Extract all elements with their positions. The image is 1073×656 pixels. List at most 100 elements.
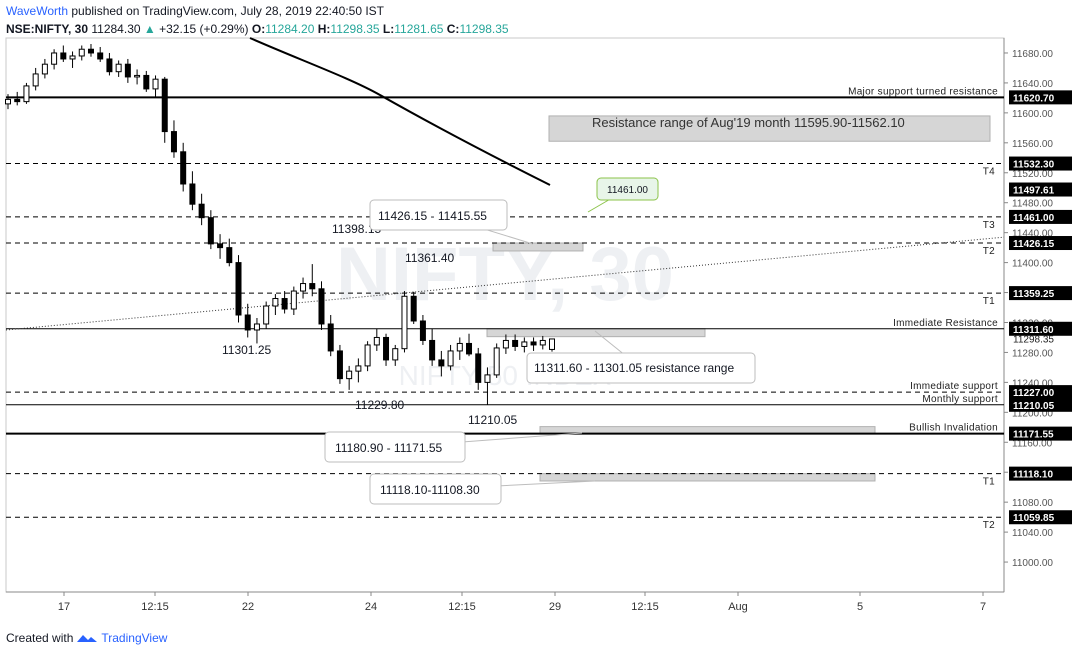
price-change: +32.15 (+0.29%) <box>159 22 249 36</box>
price-zone <box>539 426 876 435</box>
level-price-tag <box>1009 321 1072 336</box>
trend-line <box>5 236 1005 331</box>
candle-body <box>60 52 67 60</box>
candle-body <box>475 353 482 383</box>
candle-body <box>152 78 159 90</box>
ohlc-legend: NSE:NIFTY, 30 11284.30 ▲ +32.15 (+0.29%)… <box>6 22 509 37</box>
close-label: C: <box>446 22 460 36</box>
author-name[interactable]: WaveWorth <box>6 4 69 18</box>
callout-text: 11180.90 - 11171.55 <box>335 441 443 455</box>
level-label: Immediate Resistance <box>893 318 998 329</box>
candle-body <box>493 347 500 376</box>
current-price-label: 11298.35 <box>1013 335 1054 346</box>
level-price-value: 11497.61 <box>1013 186 1055 197</box>
level-price-value: 11311.60 <box>1013 325 1054 336</box>
candle-body <box>124 63 131 78</box>
close-value: 11298.35 <box>459 22 509 36</box>
candle-body <box>180 151 187 185</box>
candle-body <box>466 342 473 355</box>
level-label: T3 <box>983 220 995 231</box>
level-price-tag <box>1009 286 1072 301</box>
candle-body <box>549 338 555 350</box>
level-price-tag <box>1009 156 1072 171</box>
x-tick-label: 29 <box>549 601 561 613</box>
candle-body <box>189 183 196 205</box>
price-zone <box>492 242 584 252</box>
resistance-range-text: Resistance range of Aug'19 month 11595.9… <box>592 115 905 130</box>
level-price-value: 11532.30 <box>1013 160 1055 171</box>
level-price-tag <box>1009 209 1072 224</box>
level-label: T1 <box>983 296 995 307</box>
level-price-value: 11118.10 <box>1013 470 1053 481</box>
candle-body <box>226 247 233 264</box>
price-zone <box>539 473 876 482</box>
candle-body <box>51 52 58 65</box>
y-tick-label: 11520.00 <box>1012 169 1053 180</box>
footer: Created with TradingView <box>6 631 167 645</box>
symbol-label[interactable]: NSE:NIFTY, 30 <box>6 22 89 36</box>
candle-body <box>235 262 242 316</box>
level-price-tag <box>1009 182 1072 197</box>
y-tick-label: 11440.00 <box>1012 229 1053 240</box>
x-tick-label: 17 <box>58 601 70 613</box>
swing-price-label: 11210.05 <box>468 413 517 427</box>
candle-body <box>115 63 122 73</box>
low-value: 11281.65 <box>394 22 444 36</box>
level-price-value: 11426.15 <box>1013 239 1055 250</box>
candle-body <box>392 348 399 361</box>
level-label: Bullish Invalidation <box>909 423 998 434</box>
x-tick-label: 24 <box>365 601 377 613</box>
y-tick-label: 11680.00 <box>1012 49 1053 60</box>
candle-body <box>78 48 85 57</box>
candle-body <box>69 55 76 60</box>
created-with-label: Created with <box>6 631 74 645</box>
y-tick-label: 11600.00 <box>1012 109 1053 120</box>
y-tick-label: 11240.00 <box>1012 378 1053 389</box>
candle-body <box>207 217 214 245</box>
callout-text: 11118.10-11108.30 <box>380 483 480 497</box>
candle-body <box>143 74 150 90</box>
x-tick-label: 12:15 <box>448 601 476 613</box>
swing-price-label: 11229.80 <box>355 398 404 412</box>
callout-zone-bullish: 11180.90 - 11171.55 <box>324 431 583 463</box>
open-label: O: <box>251 22 266 36</box>
high-label: H: <box>317 22 331 36</box>
candle-body <box>419 320 426 341</box>
candle-body <box>253 323 260 331</box>
candle-body <box>41 63 48 75</box>
x-tick-label: 12:15 <box>141 601 169 613</box>
level-label: T2 <box>983 246 995 257</box>
x-tick-label: 12:15 <box>631 601 659 613</box>
callout-zone-t1: 11118.10-11108.30 <box>369 473 596 505</box>
level-price-value: 11227.00 <box>1013 388 1055 399</box>
price-zone <box>486 328 706 338</box>
level-label: Monthly support <box>922 394 998 405</box>
candle-body <box>539 339 546 346</box>
callout-box <box>324 431 466 463</box>
candle-body <box>5 98 11 105</box>
y-tick-label: 11160.00 <box>1012 438 1053 449</box>
high-value: 11298.35 <box>330 22 380 36</box>
candle-body <box>198 203 205 219</box>
callout-text: 11461.00 <box>607 185 648 196</box>
candle-body <box>309 283 316 290</box>
swing-price-label: 11361.40 <box>405 251 454 265</box>
candle-body <box>484 374 491 383</box>
price-zone <box>548 115 991 142</box>
y-tick-label: 11640.00 <box>1012 79 1053 90</box>
callout-text: 11311.60 - 11301.05 resistance range <box>534 361 734 375</box>
candle-body <box>32 73 39 87</box>
y-tick-label: 11400.00 <box>1012 259 1053 270</box>
up-arrow-icon: ▲ <box>143 22 156 36</box>
level-label: Major support turned resistance <box>848 86 998 97</box>
candle-body <box>300 283 307 292</box>
level-price-tag <box>1009 426 1072 441</box>
y-tick-label: 11000.00 <box>1012 558 1053 569</box>
callout-zone-t2: 11426.15 - 11415.55 <box>369 199 534 245</box>
tradingview-link[interactable]: TradingView <box>101 631 168 645</box>
level-label: T4 <box>983 167 995 178</box>
tradingview-logo-icon <box>77 635 98 642</box>
candle-body <box>355 365 362 372</box>
callout-box <box>526 352 756 384</box>
